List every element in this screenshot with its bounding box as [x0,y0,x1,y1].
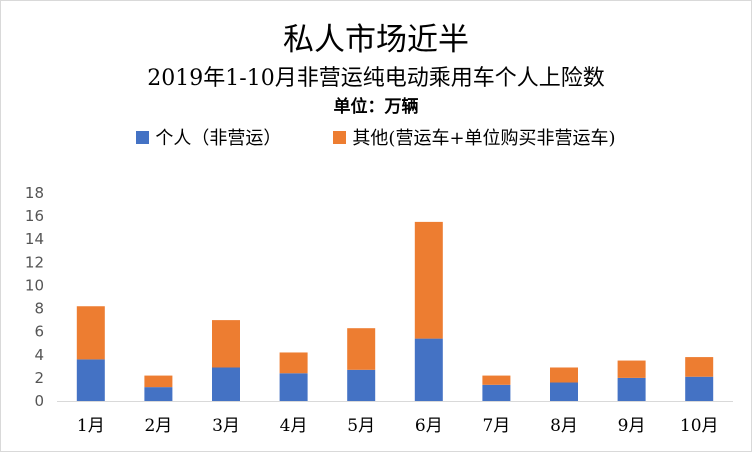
bar-segment-other [347,328,376,370]
legend-item-other: 其他(营运车+单位购买非营运车) [333,124,616,150]
bar-segment-other [685,357,714,377]
x-tick-label: 2月 [144,416,172,436]
y-tick-label: 0 [34,392,44,410]
bar-segment-personal [550,382,578,401]
y-tick-label: 4 [34,346,44,364]
unit-label: 单位：万辆 [333,97,419,117]
bar-segment-personal [212,367,240,401]
chart-title: 私人市场近半 [283,22,469,58]
bar-segment-other [550,367,578,383]
y-tick-label: 10 [25,276,44,294]
bar-segment-personal [76,359,105,401]
x-tick-label: 9月 [618,416,646,436]
x-tick-label: 6月 [415,416,443,436]
legend: 个人（非营运） 其他(营运车+单位购买非营运车) [0,124,752,150]
legend-label-personal: 个人（非营运） [155,128,282,149]
bar-segment-other [76,306,105,360]
bar-segment-other [414,221,443,339]
legend-label-other: 其他(营运车+单位购买非营运车) [352,128,616,149]
bar-segment-personal [685,376,714,401]
bar-segment-personal [279,373,308,401]
bar-segment-personal [414,338,443,401]
bar-segment-personal [144,387,173,401]
y-tick-label: 16 [25,207,44,225]
x-tick-label: 7月 [482,416,510,436]
legend-swatch-other [333,130,347,144]
legend-swatch-personal [136,130,150,144]
x-tick-label: 1月 [77,416,105,436]
bar-segment-other [144,375,173,388]
x-tick-label: 3月 [212,416,240,436]
x-tick-label: 4月 [280,416,308,436]
bar-segment-personal [482,384,511,401]
x-tick-label: 8月 [550,416,578,436]
bar-segment-other [212,320,240,368]
chart-subtitle: 2019年1-10月非营运纯电动乘用车个人上险数 [147,66,605,91]
bar-segment-other [617,360,646,378]
legend-item-personal: 个人（非营运） [136,124,281,150]
y-tick-label: 18 [25,184,44,202]
bar-segment-personal [347,369,376,401]
x-tick-label: 5月 [347,416,375,436]
bar-segment-other [482,375,511,385]
y-tick-label: 14 [25,230,44,248]
x-tick-label: 10月 [680,416,719,436]
bar-segment-personal [617,377,646,401]
y-tick-label: 2 [34,369,44,387]
y-tick-label: 6 [34,323,44,341]
bar-segment-other [279,352,308,374]
y-tick-label: 12 [25,253,44,271]
y-tick-label: 8 [34,300,44,318]
